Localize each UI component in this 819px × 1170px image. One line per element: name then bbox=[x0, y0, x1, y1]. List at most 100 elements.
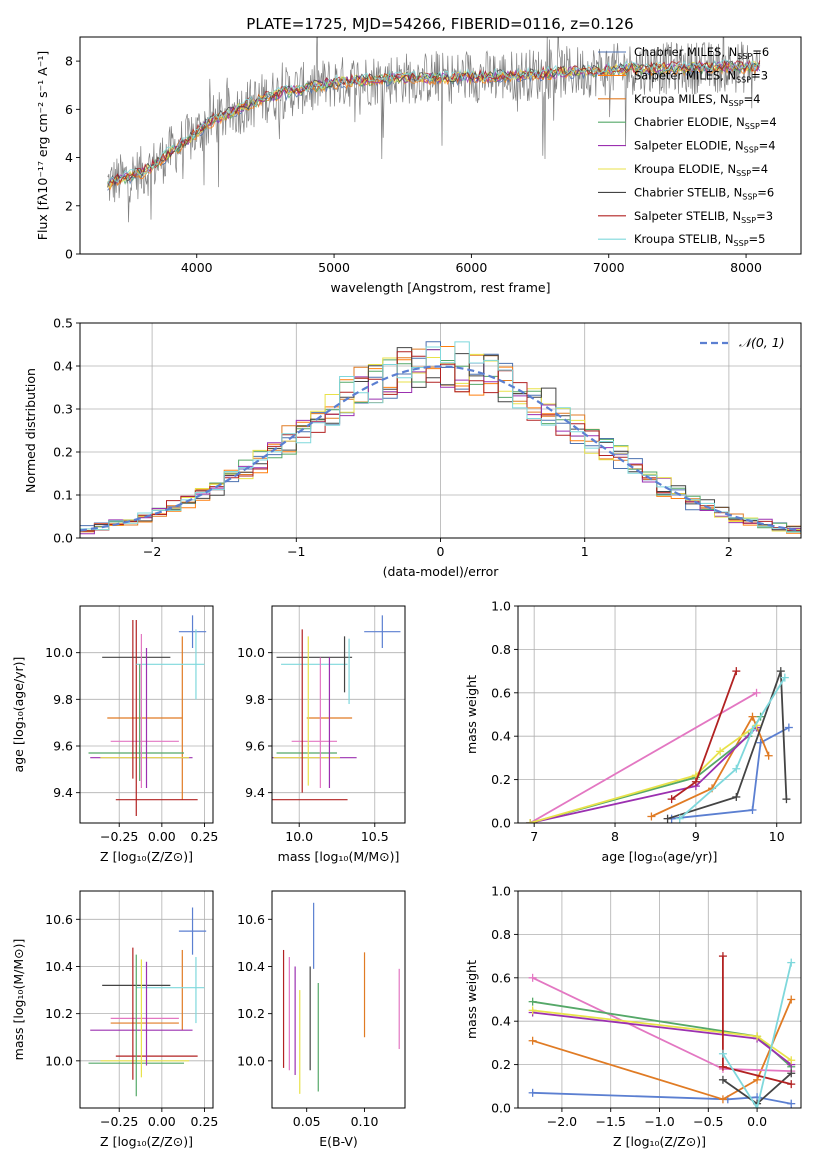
y-tick-label: 0.0 bbox=[491, 816, 511, 831]
y-tick-label: 0.6 bbox=[491, 685, 511, 700]
x-tick-label: −0.5 bbox=[693, 1114, 723, 1129]
x-tick-label: 2 bbox=[725, 544, 733, 559]
y-tick-label: 9.6 bbox=[245, 739, 265, 754]
y-tick-label: 10.0 bbox=[45, 1053, 73, 1068]
axes-frame bbox=[79, 890, 214, 1109]
x-tick-label: 4000 bbox=[181, 260, 213, 275]
legend-entry: Chabrier ELODIE, NSSP=4 bbox=[634, 115, 777, 131]
series-line bbox=[529, 692, 757, 823]
spectrum-model-line bbox=[107, 59, 761, 185]
chart-spectrum: 4000 5000 6000 7000 8000 0 2 4 6 8 wavelength [Ang… bbox=[35, 36, 802, 295]
axes-frame bbox=[79, 36, 802, 255]
y-tick-label: 0.0 bbox=[53, 531, 73, 546]
y-tick-label: 4 bbox=[65, 150, 73, 165]
y-tick-label: 0.8 bbox=[491, 642, 511, 657]
y-tick-label: 10.0 bbox=[237, 1053, 265, 1068]
plot-area bbox=[282, 902, 400, 1094]
x-tick-label: 0.25 bbox=[191, 1114, 219, 1129]
x-axis-label: wavelength [Angstrom, rest frame] bbox=[330, 280, 550, 295]
x-tick-label: 5000 bbox=[318, 260, 350, 275]
y-tick-label: 10.4 bbox=[45, 959, 73, 974]
legend-entry: 𝒩(0, 1) bbox=[739, 335, 785, 350]
x-tick-label: 0.10 bbox=[351, 1114, 379, 1129]
x-tick-label: 10 bbox=[769, 829, 785, 844]
x-tick-label: 0.00 bbox=[148, 829, 176, 844]
x-tick-label: −1 bbox=[287, 544, 305, 559]
y-axis-label: mass [log₁₀(M/M⊙)] bbox=[11, 939, 26, 1061]
chart-mass-vs-Z: −0.25 0.00 0.25 10.0 10.2 10.4 10.6 Z [log₁₀(Z/… bbox=[11, 890, 219, 1149]
y-tick-label: 0.4 bbox=[53, 359, 73, 374]
x-tick-label: 9 bbox=[692, 829, 700, 844]
y-axis-label: Flux [fλ10⁻¹⁷ erg cm⁻² s⁻¹ A⁻¹] bbox=[35, 51, 50, 240]
chart-age-vs-Z: −0.25 0.00 0.25 9.4 9.6 9.8 10.0 Z [log₁₀(Z/Z⊙)… bbox=[11, 605, 219, 864]
plot-area bbox=[528, 952, 796, 1108]
spectrum-model-line bbox=[107, 59, 761, 185]
x-tick-label: −0.25 bbox=[100, 829, 138, 844]
y-tick-label: 9.8 bbox=[245, 692, 265, 707]
x-tick-label: 7 bbox=[530, 829, 538, 844]
y-axis-label: Normed distribution bbox=[23, 368, 38, 493]
normal-reference-curve bbox=[80, 365, 801, 532]
legend-entry: Chabrier MILES, NSSP=6 bbox=[634, 45, 769, 61]
x-tick-label: 10.0 bbox=[285, 829, 313, 844]
x-axis-label: (data-model)/error bbox=[383, 564, 500, 579]
x-tick-label: 1 bbox=[581, 544, 589, 559]
chart-mass-vs-EBV: 0.05 0.10 10.0 10.2 10.4 10.6 E(B-V) bbox=[237, 890, 406, 1149]
x-tick-label: 8000 bbox=[730, 260, 762, 275]
y-tick-label: 0.8 bbox=[491, 927, 511, 942]
y-tick-label: 0.0 bbox=[491, 1101, 511, 1116]
chart-massweight-vs-Z: −2.0 −1.5 −1.0 −0.5 0.0 0.0 0.2 0.4 0.6 0.8 1.0 Z [… bbox=[464, 884, 802, 1149]
y-tick-label: 10.4 bbox=[237, 959, 265, 974]
x-tick-label: −2 bbox=[143, 544, 161, 559]
x-tick-label: 7000 bbox=[593, 260, 625, 275]
y-tick-label: 0.2 bbox=[491, 772, 511, 787]
spectrum-legend: Chabrier MILES, NSSP=6 Salpeter MILES, NS… bbox=[598, 45, 777, 248]
chart-massweight-vs-age: 7 8 9 10 0.0 0.2 0.4 0.6 0.8 1.0 age [log₁₀(age/yr… bbox=[464, 599, 802, 864]
plot-area bbox=[80, 341, 801, 535]
y-tick-label: 10.6 bbox=[237, 912, 265, 927]
axes-frame bbox=[271, 890, 406, 1109]
x-axis-label: Z [log₁₀(Z/Z⊙)] bbox=[613, 1134, 706, 1149]
series-line bbox=[651, 714, 770, 818]
y-tick-label: 10.2 bbox=[237, 1006, 265, 1021]
legend-entry: Salpeter ELODIE, NSSP=4 bbox=[634, 139, 776, 155]
y-tick-label: 0.4 bbox=[491, 1014, 511, 1029]
plot-area bbox=[272, 615, 401, 801]
axes-frame bbox=[79, 605, 214, 824]
x-tick-label: 0.25 bbox=[191, 829, 219, 844]
axes-frame bbox=[271, 605, 406, 824]
y-tick-label: 10.2 bbox=[45, 1006, 73, 1021]
y-tick-label: 6 bbox=[65, 102, 73, 117]
chart-age-vs-mass: 10.0 10.5 9.4 9.6 9.8 10.0 mass [log₁₀(M/M⊙)] bbox=[237, 605, 406, 864]
x-tick-label: 0.05 bbox=[293, 1114, 321, 1129]
y-tick-label: 8 bbox=[65, 54, 73, 69]
series-line bbox=[671, 726, 790, 820]
x-tick-label: 6000 bbox=[455, 260, 487, 275]
y-tick-label: 0.5 bbox=[53, 316, 73, 331]
y-tick-label: 9.8 bbox=[53, 692, 73, 707]
y-axis-label: mass weight bbox=[464, 960, 479, 1039]
plot-area bbox=[88, 907, 207, 1097]
y-tick-label: 0.2 bbox=[53, 445, 73, 460]
y-tick-label: 0.3 bbox=[53, 402, 73, 417]
x-tick-label: 0 bbox=[437, 544, 445, 559]
y-tick-label: 0.4 bbox=[491, 729, 511, 744]
series-line bbox=[679, 677, 786, 820]
y-tick-label: 10.0 bbox=[45, 645, 73, 660]
series-line bbox=[722, 962, 793, 1108]
chart-residuals: −2 −1 0 1 2 0.0 0.1 0.2 0.3 0.4 0.5 (data-model)/er… bbox=[23, 316, 802, 579]
y-tick-label: 1.0 bbox=[491, 599, 511, 614]
plot-area bbox=[88, 615, 207, 816]
x-tick-label: 0.00 bbox=[148, 1114, 176, 1129]
legend-entry: Salpeter STELIB, NSSP=3 bbox=[634, 209, 773, 225]
x-tick-label: −2.0 bbox=[547, 1114, 577, 1129]
y-axis-label: mass weight bbox=[464, 675, 479, 754]
x-axis-label: Z [log₁₀(Z/Z⊙)] bbox=[100, 1134, 193, 1149]
axes-frame bbox=[517, 605, 802, 824]
x-axis-label: age [log₁₀(age/yr)] bbox=[602, 849, 718, 864]
x-axis-label: E(B-V) bbox=[319, 1134, 358, 1149]
figure-title: PLATE=1725, MJD=54266, FIBERID=0116, z=0… bbox=[246, 15, 633, 33]
x-tick-label: −1.0 bbox=[644, 1114, 674, 1129]
x-tick-label: 0.0 bbox=[747, 1114, 767, 1129]
